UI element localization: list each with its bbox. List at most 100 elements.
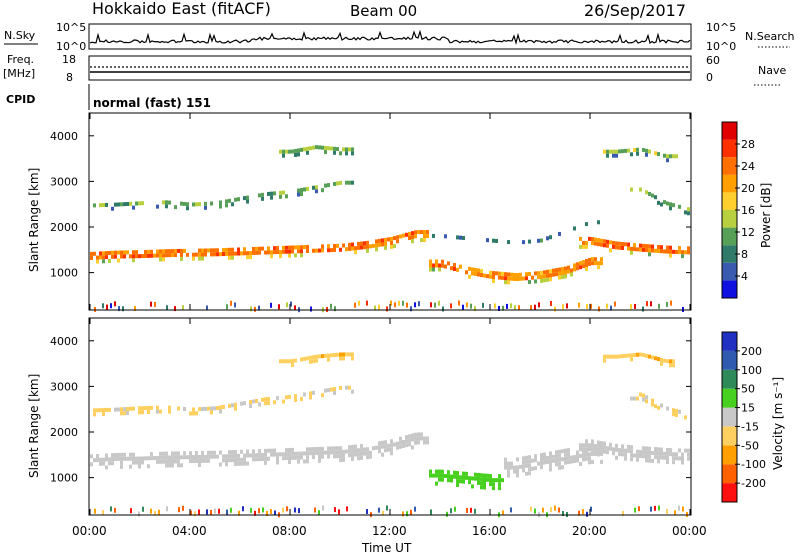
ground-scatter-cell — [226, 509, 228, 515]
heatmap-cell-1 — [234, 197, 237, 202]
heatmap-cell-1 — [642, 397, 645, 402]
heatmap-cell-0 — [627, 246, 630, 251]
ground-scatter-cell — [530, 506, 532, 512]
heatmap-cell-0 — [189, 459, 192, 464]
ground-scatter-cell — [446, 511, 448, 517]
heatmap-cell-0 — [276, 246, 279, 251]
colorbar-segment — [722, 350, 737, 370]
heatmap-cell-4 — [528, 471, 531, 476]
heatmap-cell-0 — [390, 439, 393, 444]
heatmap-cell-0 — [210, 248, 213, 253]
ground-scatter-cell — [534, 508, 536, 514]
heatmap-cell-1 — [252, 399, 255, 404]
heatmap-cell-0 — [360, 245, 363, 250]
ground-scatter-cell — [670, 300, 672, 306]
heatmap-cell-3 — [498, 474, 501, 479]
heatmap-cell-4 — [525, 459, 528, 464]
heatmap-cell-0 — [336, 454, 339, 459]
colorbar-tick-label: 20 — [741, 182, 755, 195]
heatmap-cell-1 — [636, 396, 639, 401]
heatmap-cell-0 — [198, 248, 201, 253]
heatmap-cell-4 — [582, 449, 585, 454]
heatmap-cell-0 — [618, 448, 621, 453]
ground-scatter-cell — [650, 506, 652, 512]
heatmap-cell-0 — [309, 451, 312, 456]
ground-scatter-cell — [462, 304, 464, 310]
heatmap-cell-0 — [657, 455, 660, 460]
heatmap-cell-3 — [516, 273, 519, 278]
heatmap-cell-0 — [384, 245, 387, 250]
heatmap-cell-0 — [375, 243, 378, 248]
ground-scatter-cell — [206, 509, 208, 515]
heatmap-cell-1 — [225, 203, 228, 208]
heatmap-cell-0 — [177, 459, 180, 464]
heatmap-cell-0 — [387, 447, 390, 452]
heatmap-cell-0 — [90, 255, 93, 260]
heatmap-cell-1 — [672, 408, 675, 413]
heatmap-cell-0 — [168, 455, 171, 460]
heatmap-cell-1 — [669, 202, 672, 207]
heatmap-cell-1 — [231, 403, 234, 408]
ground-scatter-cell — [666, 301, 668, 307]
heatmap-cell-0 — [120, 254, 123, 259]
heatmap-cell-0 — [159, 253, 162, 258]
heatmap-cell-1 — [126, 201, 129, 206]
heatmap-cell-0 — [231, 255, 234, 260]
heatmap-cell-2 — [612, 354, 615, 359]
heatmap-cell-3 — [429, 259, 432, 264]
heatmap-cell-0 — [363, 241, 366, 246]
heatmap-cell-1 — [678, 409, 681, 414]
ground-scatter-cell — [414, 506, 416, 512]
ground-scatter-cell — [154, 510, 156, 516]
heatmap-cell-0 — [687, 456, 690, 461]
heatmap-cell-0 — [255, 250, 258, 255]
heatmap-cell-0 — [195, 252, 198, 257]
ground-scatter-cell — [590, 506, 592, 512]
heatmap-cell-0 — [198, 256, 201, 261]
heatmap-cell-0 — [405, 439, 408, 444]
heatmap-cell-0 — [390, 447, 393, 452]
heatmap-cell-3 — [597, 261, 600, 266]
heatmap-cell-2 — [615, 149, 618, 154]
colorbar-tick-label: 28 — [741, 138, 755, 151]
heatmap-cell-0 — [285, 452, 288, 457]
heatmap-cell-2 — [309, 355, 312, 360]
cpid-label: CPID — [6, 93, 35, 106]
heatmap-cell-0 — [369, 244, 372, 249]
heatmap-cell-0 — [420, 432, 423, 437]
heatmap-cell-3 — [549, 277, 552, 282]
cpid-value: normal (fast) 151 — [93, 96, 211, 110]
heatmap-cell-3 — [570, 272, 573, 277]
heatmap-cell-0 — [642, 243, 645, 248]
ground-scatter-cell — [378, 507, 380, 513]
colorbar-tick-label: 50 — [741, 383, 755, 396]
heatmap-cell-2 — [312, 359, 315, 364]
heatmap-cell-4 — [600, 459, 603, 464]
heatmap-cell-2 — [285, 359, 288, 364]
heatmap-cell-0 — [150, 253, 153, 258]
heatmap-cell-0 — [228, 251, 231, 256]
heatmap-cell-0 — [201, 450, 204, 455]
heatmap-cell-0 — [414, 230, 417, 235]
heatmap-cell-0 — [192, 459, 195, 464]
heatmap-cell-0 — [582, 240, 585, 245]
nsky-tick-top: 10^5 — [56, 21, 86, 34]
heatmap-cell-1 — [213, 406, 216, 411]
heatmap-cell-0 — [339, 446, 342, 451]
heatmap-cell-0 — [234, 457, 237, 462]
heatmap-cell-0 — [426, 230, 429, 235]
heatmap-cell-2 — [339, 352, 342, 357]
heatmap-cell-1 — [231, 202, 234, 207]
heatmap-cell-0 — [234, 251, 237, 256]
power-heatmap — [90, 145, 690, 313]
heatmap-cell-0 — [186, 455, 189, 460]
heatmap-cell-0 — [675, 456, 678, 461]
heatmap-cell-1 — [270, 195, 273, 200]
heatmap-cell-0 — [207, 248, 210, 253]
ground-scatter-cell — [454, 506, 456, 512]
heatmap-cell-1 — [300, 396, 303, 401]
heatmap-cell-2 — [291, 363, 294, 368]
heatmap-cell-0 — [648, 248, 651, 253]
heatmap-cell-0 — [261, 452, 264, 457]
